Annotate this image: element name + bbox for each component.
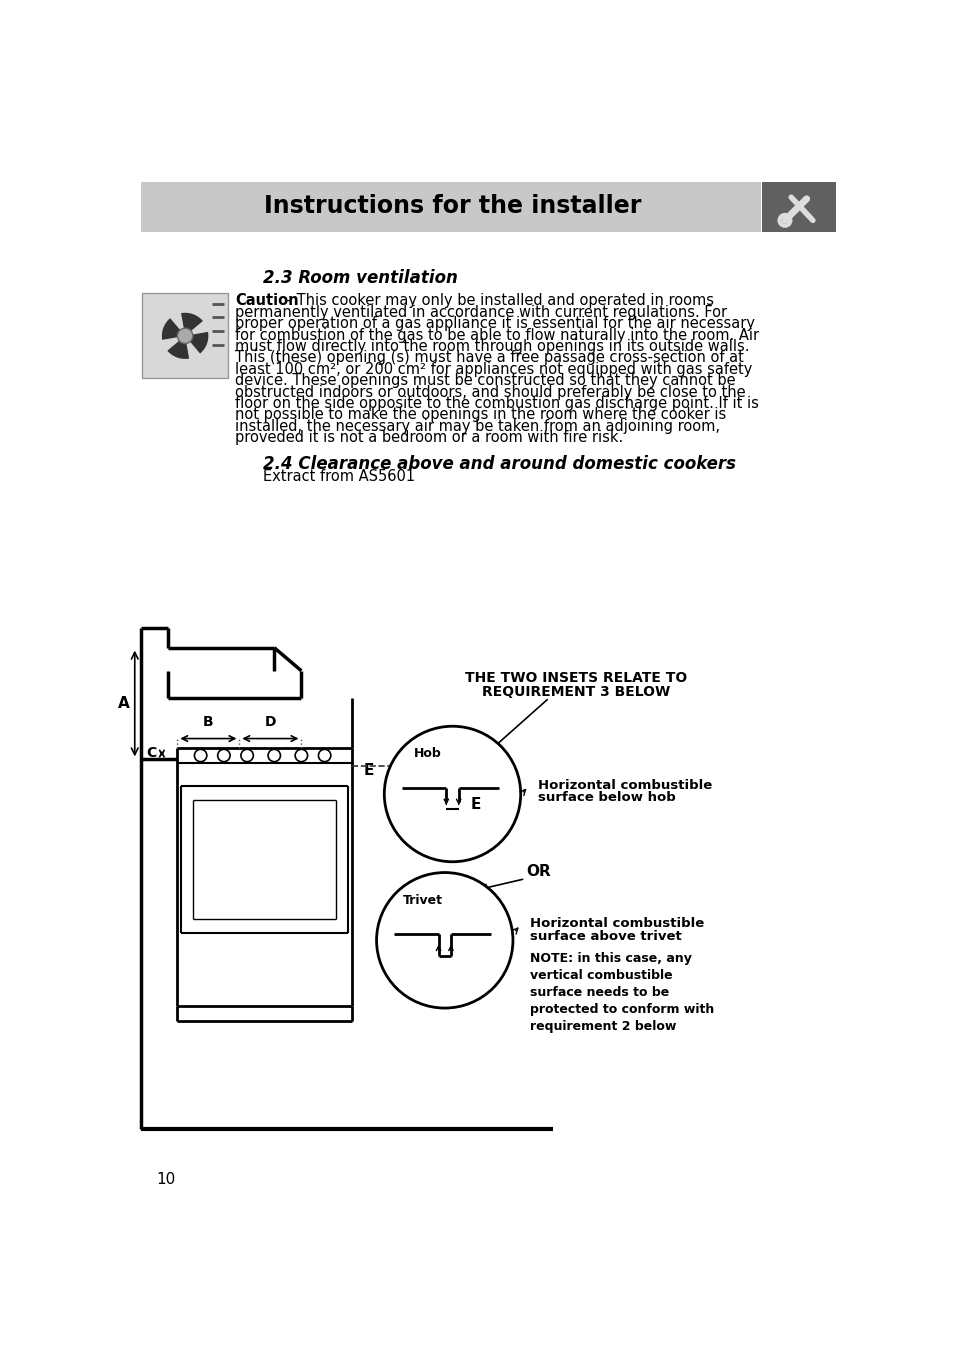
Text: Horizontal combustible: Horizontal combustible (537, 779, 711, 791)
Text: obstructed indoors or outdoors, and should preferably be close to the: obstructed indoors or outdoors, and shou… (235, 385, 745, 400)
Text: 2.3 Room ventilation: 2.3 Room ventilation (262, 268, 457, 287)
Text: permanently ventilated in accordance with current regulations. For: permanently ventilated in accordance wit… (235, 305, 727, 320)
Wedge shape (181, 313, 203, 336)
Wedge shape (185, 332, 208, 354)
Text: device. These openings must be constructed so that they cannot be: device. These openings must be construct… (235, 373, 736, 389)
Text: – This cooker may only be installed and operated in rooms: – This cooker may only be installed and … (280, 294, 714, 309)
Text: Trivet: Trivet (402, 894, 442, 906)
Text: Instructions for the installer: Instructions for the installer (264, 195, 640, 218)
Circle shape (384, 726, 520, 862)
Text: REQUIREMENT 3 BELOW: REQUIREMENT 3 BELOW (482, 684, 670, 699)
Text: NOTE: in this case, any
vertical combustible
surface needs to be
protected to co: NOTE: in this case, any vertical combust… (530, 951, 714, 1033)
Text: OR: OR (525, 863, 550, 878)
Wedge shape (167, 336, 189, 359)
Text: Horizontal combustible: Horizontal combustible (530, 917, 703, 930)
Text: This (these) opening (s) must have a free passage cross-section of at: This (these) opening (s) must have a fre… (235, 351, 743, 366)
Text: for combustion of the gas to be able to flow naturally into the room. Air: for combustion of the gas to be able to … (235, 328, 759, 343)
Text: surface below hob: surface below hob (537, 791, 675, 804)
Bar (142, 294, 228, 378)
Text: C: C (146, 747, 156, 760)
Circle shape (177, 328, 193, 344)
Text: THE TWO INSETS RELATE TO: THE TWO INSETS RELATE TO (465, 672, 687, 686)
Text: least 100 cm², or 200 cm² for appliances not equipped with gas safety: least 100 cm², or 200 cm² for appliances… (235, 362, 752, 377)
Text: E: E (470, 797, 480, 812)
Text: floor on the side opposite to the combustion gas discharge point. If it is: floor on the side opposite to the combus… (235, 396, 759, 411)
Text: D: D (264, 715, 275, 729)
Text: must flow directly into the room through openings in its outside walls.: must flow directly into the room through… (235, 339, 749, 354)
Text: E: E (363, 763, 374, 778)
Text: 2.4 Clearance above and around domestic cookers: 2.4 Clearance above and around domestic … (262, 455, 735, 473)
Text: surface above trivet: surface above trivet (530, 930, 681, 943)
Bar (141, 182, 760, 232)
Circle shape (376, 873, 513, 1008)
Text: proveded it is not a bedroom or a room with fire risk.: proveded it is not a bedroom or a room w… (235, 431, 623, 446)
Text: Caution: Caution (235, 294, 299, 309)
Wedge shape (162, 318, 185, 340)
Bar (761, 182, 835, 232)
Text: Hob: Hob (414, 748, 441, 760)
Text: not possible to make the openings in the room where the cooker is: not possible to make the openings in the… (235, 408, 726, 423)
Text: installed, the necessary air may be taken from an adjoining room,: installed, the necessary air may be take… (235, 419, 720, 434)
Text: A: A (118, 695, 130, 710)
Text: Extract from AS5601: Extract from AS5601 (262, 469, 415, 484)
Text: 10: 10 (156, 1172, 175, 1187)
Text: B: B (203, 715, 213, 729)
Text: proper operation of a gas appliance it is essential for the air necessary: proper operation of a gas appliance it i… (235, 316, 755, 331)
